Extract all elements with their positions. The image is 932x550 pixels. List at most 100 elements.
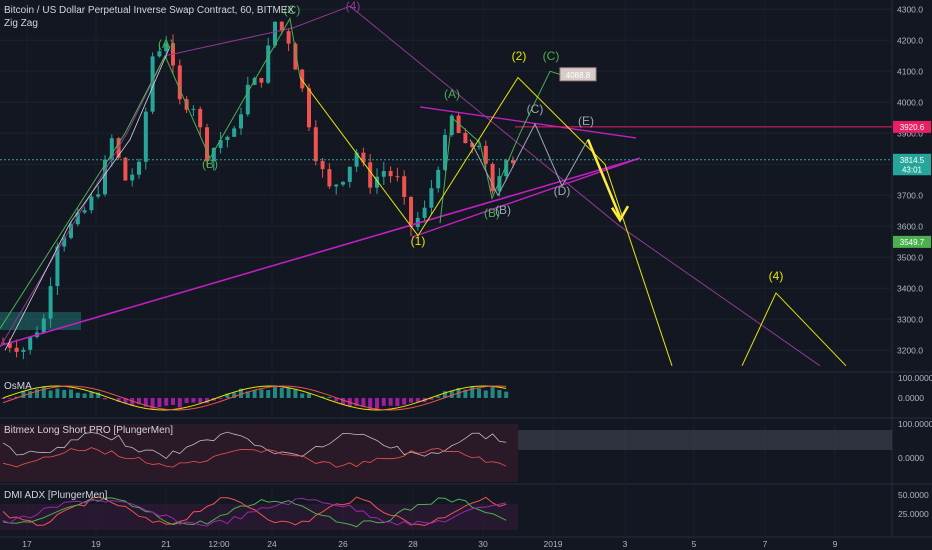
dmi-line — [2, 497, 507, 528]
wave-label: (4) — [346, 0, 361, 13]
osma-bar — [490, 386, 495, 398]
candle-body — [55, 246, 60, 287]
candle-body — [368, 162, 373, 188]
wave-label: (B) — [495, 203, 511, 217]
candle-body — [21, 349, 26, 352]
osma-bar — [191, 398, 196, 403]
osma-bar — [402, 398, 407, 405]
candle-body — [307, 88, 311, 128]
long-short-line — [2, 431, 507, 460]
osma-bar — [286, 387, 291, 398]
price-tick-label: 3200.0 — [897, 345, 923, 355]
wave-green-line — [0, 17, 301, 329]
time-tick-label: 17 — [22, 539, 32, 549]
rising-trendline — [0, 157, 641, 347]
wave-label: (A) — [158, 37, 174, 51]
time-tick-label: 5 — [692, 539, 697, 549]
osma-bar — [443, 391, 447, 398]
candle-body — [75, 212, 80, 225]
osma-bar — [69, 389, 73, 398]
wave-label: (B) — [484, 206, 500, 220]
candle-body — [470, 143, 475, 148]
osma-bar — [184, 398, 189, 404]
candle-body — [62, 237, 67, 247]
osma-bar — [137, 398, 141, 405]
osma-bar — [361, 398, 366, 407]
osma-bar — [96, 392, 101, 398]
osma-bar — [381, 398, 386, 406]
osma-bar — [75, 392, 80, 398]
time-tick-label: 9 — [833, 539, 838, 549]
candle-body — [266, 45, 271, 83]
price-tick-label: 3400.0 — [897, 283, 923, 293]
wave-label: (1) — [411, 234, 426, 248]
candle-body — [511, 160, 515, 164]
price-tag — [893, 120, 931, 133]
osma-bar — [354, 398, 359, 406]
candle-body — [477, 145, 481, 148]
candle-body — [7, 342, 12, 348]
price-tick-label: 4300.0 — [897, 4, 923, 14]
osma-bar — [395, 398, 400, 407]
forecast-arrowhead — [610, 205, 630, 223]
wave-labels: (A)(B)(C) (4)(1)(A)(B)(B)(2) (C)(C)(D)(E)(… — [158, 0, 783, 283]
osma-bar — [41, 386, 46, 398]
wave-label: (C) — [284, 3, 301, 17]
osma-bar — [232, 392, 237, 398]
osma-bar — [327, 396, 332, 398]
candle-body — [14, 347, 19, 352]
candle-body — [245, 84, 250, 115]
candle-body — [41, 318, 46, 333]
candle-body — [157, 51, 162, 57]
wave-label: (4) — [769, 269, 784, 283]
dmi-band — [0, 504, 518, 530]
candle-body — [347, 166, 352, 182]
forecast-arrow — [586, 139, 622, 218]
indicator-panels — [0, 385, 892, 530]
wave-yellow-line-2 — [741, 292, 847, 367]
panel-tick-label: 0.0000 — [898, 453, 924, 463]
price-tag — [893, 235, 931, 248]
wave-label: (C) — [543, 49, 560, 63]
candle-body — [313, 127, 318, 162]
candle-body — [191, 108, 196, 110]
osma-bar — [334, 398, 339, 402]
candles — [1, 21, 515, 360]
osma-bar — [477, 388, 481, 398]
osma-bar — [483, 390, 488, 398]
wave-white-line — [4, 46, 171, 351]
osma-bar — [279, 387, 284, 398]
osma-bar — [470, 386, 475, 398]
osma-bar — [252, 389, 257, 398]
candle-body — [150, 56, 155, 112]
chart-title: Bitcoin / US Dollar Perpetual Inverse Sw… — [4, 5, 294, 16]
panel-tick-label: 100.0000 — [898, 373, 932, 383]
time-tick-label: 12:00 — [208, 539, 230, 549]
candle-body — [375, 176, 379, 188]
panel-tick-label: 100.0000 — [898, 419, 932, 429]
drawings — [0, 5, 892, 367]
osma-bar — [1, 398, 5, 400]
candle-body — [402, 176, 407, 197]
candle-body — [198, 108, 203, 128]
osma-bar — [245, 391, 250, 398]
osma-bar — [143, 398, 148, 407]
candle-body — [143, 111, 148, 162]
candle-body — [483, 145, 488, 164]
candle-body — [327, 169, 332, 187]
triangle-upper-line — [419, 106, 637, 139]
candle-body — [279, 21, 284, 32]
osma-bar — [239, 388, 243, 398]
long-short-title: Bitmex Long Short PRO [PlungerMen] — [4, 425, 173, 436]
price-tag-label: 3549.7 — [900, 238, 925, 247]
osma-title: OsMA — [4, 381, 32, 392]
candle-body — [123, 157, 128, 181]
osma-bar — [130, 398, 135, 406]
candle-body — [436, 169, 441, 189]
target-price-label: 4088.8 — [566, 71, 591, 80]
candle-body — [388, 171, 393, 177]
candle-body — [443, 134, 447, 170]
dmi-line — [2, 496, 507, 527]
wave-label: (B) — [202, 157, 218, 171]
